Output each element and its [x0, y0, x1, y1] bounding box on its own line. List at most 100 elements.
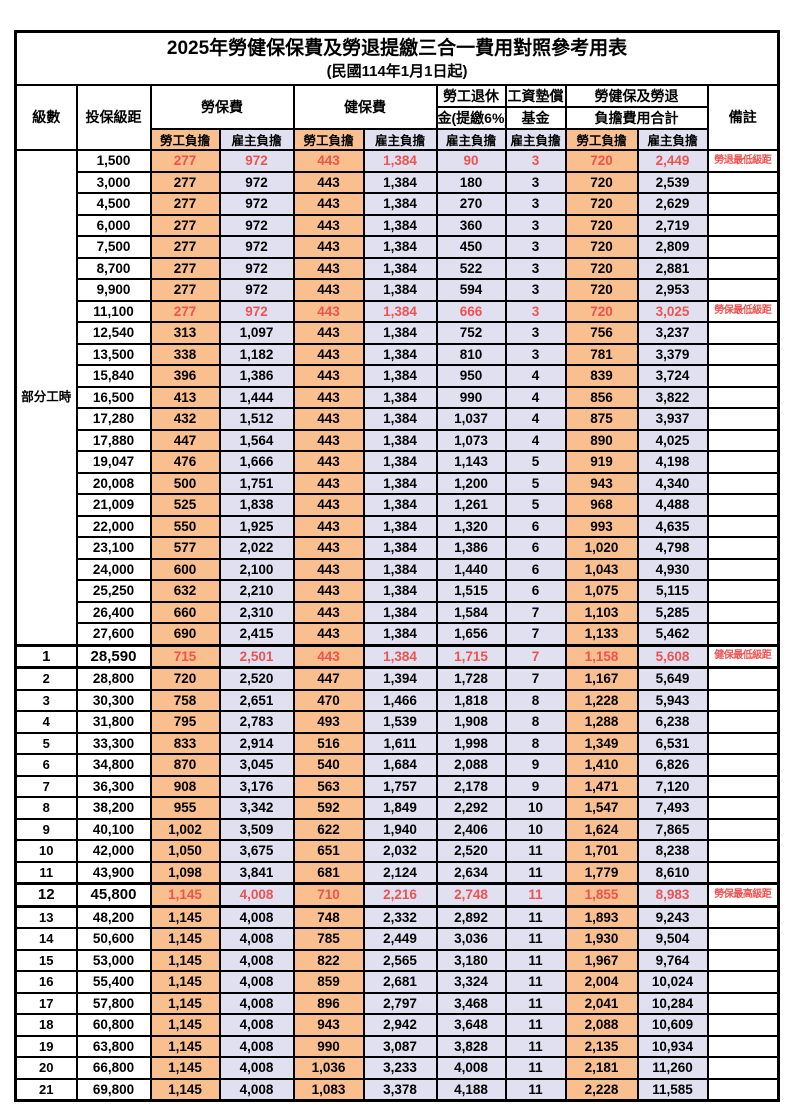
title-block: 2025年勞健保保費及勞退提繳三合一費用對照參考用表 (民國114年1月1日起) — [14, 30, 780, 86]
value-cell: 1,384 — [362, 536, 438, 560]
value-cell: 90 — [435, 149, 507, 173]
value-cell: 720 — [564, 149, 639, 173]
value-cell: 720 — [564, 213, 639, 237]
value-cell: 4,008 — [435, 1056, 507, 1080]
bracket-cell: 31,800 — [75, 710, 152, 734]
remark-cell — [706, 471, 780, 495]
value-cell: 180 — [435, 170, 507, 194]
value-cell: 2,178 — [435, 774, 507, 798]
remark-cell — [706, 342, 780, 366]
level-cell: 15 — [14, 948, 78, 972]
level-cell: 19 — [14, 1034, 78, 1058]
value-cell: 4,188 — [435, 1077, 507, 1102]
value-cell: 6 — [504, 579, 567, 603]
table-row: 12 45,800 1,145 4,008 710 2,216 2,748 11 1,855 8,… — [14, 882, 780, 908]
value-cell: 2,292 — [435, 796, 507, 820]
remark-cell — [706, 731, 780, 755]
remark-cell: 勞退最低級距 — [706, 149, 780, 173]
value-cell: 4,025 — [636, 428, 709, 452]
premium-table: 2025年勞健保保費及勞退提繳三合一費用對照參考用表 (民國114年1月1日起)… — [14, 30, 781, 1102]
value-cell: 1,624 — [564, 817, 639, 841]
value-cell: 1,320 — [435, 514, 507, 538]
value-cell: 710 — [292, 882, 365, 908]
value-cell: 1,384 — [362, 557, 438, 581]
value-cell: 2,629 — [636, 192, 709, 216]
bracket-cell: 34,800 — [75, 753, 152, 777]
bracket-cell: 28,800 — [75, 666, 152, 691]
value-cell: 1,779 — [564, 860, 639, 885]
value-cell: 1,050 — [149, 839, 221, 863]
value-cell: 4,008 — [218, 1034, 295, 1058]
value-cell: 4,008 — [218, 970, 295, 994]
value-cell: 2,797 — [362, 991, 438, 1015]
value-cell: 972 — [218, 278, 295, 302]
remark-cell — [706, 666, 780, 691]
subheader-health-worker: 勞工負擔 — [292, 128, 365, 151]
value-cell: 1,908 — [435, 710, 507, 734]
value-cell: 1,133 — [564, 622, 639, 646]
value-cell: 7 — [504, 600, 567, 624]
bracket-cell: 43,900 — [75, 860, 152, 885]
level-cell: 9 — [14, 817, 78, 841]
value-cell: 795 — [149, 710, 221, 734]
value-cell: 1,656 — [435, 622, 507, 646]
table-row: 25,250 632 2,210 443 1,384 1,515 6 1,075 5,115 — [16, 579, 780, 603]
value-cell: 1,384 — [362, 192, 438, 216]
subheader-pension-employer: 雇主負擔 — [435, 128, 507, 151]
value-cell: 443 — [292, 450, 365, 474]
value-cell: 443 — [292, 536, 365, 560]
value-cell: 443 — [292, 342, 365, 366]
value-cell: 5,608 — [636, 643, 709, 669]
remark-cell — [706, 579, 780, 603]
bracket-cell: 33,300 — [75, 731, 152, 755]
value-cell: 4,198 — [636, 450, 709, 474]
level-cell: 13 — [14, 905, 78, 929]
value-cell: 943 — [564, 471, 639, 495]
value-cell: 1,384 — [362, 579, 438, 603]
value-cell: 3,087 — [362, 1034, 438, 1058]
value-cell: 1,512 — [218, 407, 295, 431]
value-cell: 2,415 — [218, 622, 295, 646]
value-cell: 1,036 — [292, 1056, 365, 1080]
value-cell: 1,410 — [564, 753, 639, 777]
value-cell: 1,684 — [362, 753, 438, 777]
remark-cell — [706, 557, 780, 581]
value-cell: 443 — [292, 192, 365, 216]
value-cell: 4,008 — [218, 1077, 295, 1102]
value-cell: 443 — [292, 321, 365, 345]
value-cell: 2,332 — [362, 905, 438, 929]
remark-cell — [706, 321, 780, 345]
value-cell: 10,609 — [636, 1013, 709, 1037]
value-cell: 4,635 — [636, 514, 709, 538]
value-cell: 2,719 — [636, 213, 709, 237]
value-cell: 715 — [149, 643, 221, 669]
value-cell: 470 — [292, 688, 365, 712]
value-cell: 592 — [292, 796, 365, 820]
value-cell: 955 — [149, 796, 221, 820]
value-cell: 2,135 — [564, 1034, 639, 1058]
value-cell: 3 — [504, 299, 567, 323]
value-cell: 1,288 — [564, 710, 639, 734]
bracket-cell: 66,800 — [75, 1056, 152, 1080]
col-header-wage-fund-line1: 工資墊償 — [504, 84, 567, 108]
value-cell: 2,088 — [564, 1013, 639, 1037]
value-cell: 1,384 — [362, 385, 438, 409]
value-cell: 277 — [149, 170, 221, 194]
value-cell: 443 — [292, 622, 365, 646]
value-cell: 3 — [504, 192, 567, 216]
value-cell: 432 — [149, 407, 221, 431]
remark-cell — [706, 927, 780, 951]
bracket-cell: 1,500 — [75, 149, 152, 173]
value-cell: 681 — [292, 860, 365, 885]
value-cell: 2,501 — [218, 643, 295, 669]
value-cell: 443 — [292, 299, 365, 323]
value-cell: 443 — [292, 643, 365, 669]
remark-cell — [706, 622, 780, 646]
value-cell: 1,818 — [435, 688, 507, 712]
bracket-cell: 40,100 — [75, 817, 152, 841]
level-cell: 11 — [14, 860, 78, 885]
value-cell: 1,145 — [149, 1056, 221, 1080]
value-cell: 720 — [564, 170, 639, 194]
value-cell: 3,648 — [435, 1013, 507, 1037]
value-cell: 2,539 — [636, 170, 709, 194]
